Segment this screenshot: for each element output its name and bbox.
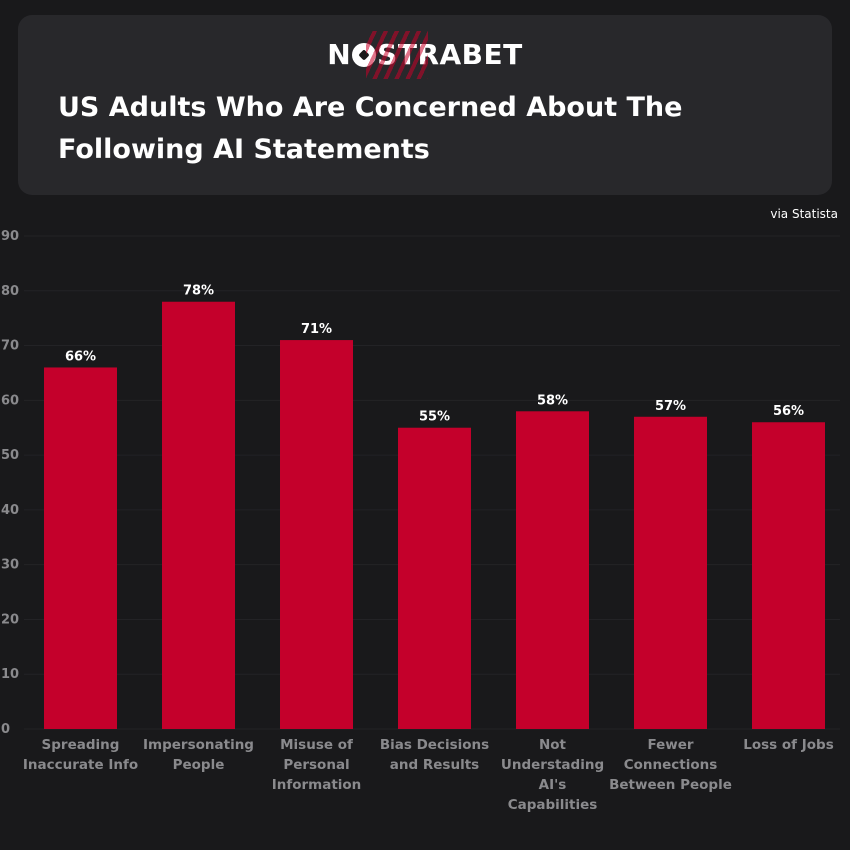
y-tick-label: 60 xyxy=(1,393,19,408)
x-tick-label: Spreading Inaccurate Info xyxy=(23,737,138,773)
bar xyxy=(752,422,825,729)
brand-logo: N STRABET xyxy=(18,31,832,79)
x-tick-label: Not Understading AI's Capabilities xyxy=(501,737,604,813)
soccer-ball-icon xyxy=(352,43,377,67)
data-label: 56% xyxy=(773,404,804,419)
y-axis-ticks: 0 10 20 30 40 50 60 70 80 90 xyxy=(1,229,19,737)
header-card: N STRABET US Adults Who Are Concerned Abo… xyxy=(18,15,832,195)
bars xyxy=(44,301,825,729)
y-tick-label: 50 xyxy=(1,448,19,463)
bar xyxy=(634,416,707,729)
data-label: 78% xyxy=(183,284,214,299)
y-tick-label: 70 xyxy=(1,339,19,354)
y-tick-label: 0 xyxy=(1,722,10,737)
y-tick-label: 40 xyxy=(1,503,19,518)
x-tick-label: Misuse of Personal Information xyxy=(272,737,362,793)
x-tick-label: Impersonating People xyxy=(143,737,254,773)
bar xyxy=(516,411,589,729)
x-tick-label: Bias Decisions and Results xyxy=(380,737,489,773)
data-label: 55% xyxy=(419,410,450,425)
data-label: 58% xyxy=(537,393,568,408)
bar xyxy=(162,301,235,729)
bar xyxy=(44,367,117,729)
y-tick-label: 80 xyxy=(1,284,19,299)
y-tick-label: 90 xyxy=(1,229,19,244)
logo-text-right: STRABET xyxy=(377,38,523,71)
value-labels: 66% 78% 71% 55% 58% 57% 56% xyxy=(65,284,804,425)
bar xyxy=(280,340,353,729)
data-label: 66% xyxy=(65,349,96,364)
y-tick-label: 30 xyxy=(1,558,19,573)
source-note: via Statista xyxy=(770,207,838,221)
bar xyxy=(398,427,471,729)
chart-title: US Adults Who Are Concerned About The Fo… xyxy=(58,92,683,165)
y-tick-label: 20 xyxy=(1,612,19,627)
data-label: 57% xyxy=(655,399,686,414)
data-label: 71% xyxy=(301,322,332,337)
y-tick-label: 10 xyxy=(1,667,19,682)
logo-text-left: N xyxy=(327,38,352,71)
x-tick-label: Fewer Connections Between People xyxy=(609,737,732,793)
x-tick-label: Loss of Jobs xyxy=(743,737,834,753)
